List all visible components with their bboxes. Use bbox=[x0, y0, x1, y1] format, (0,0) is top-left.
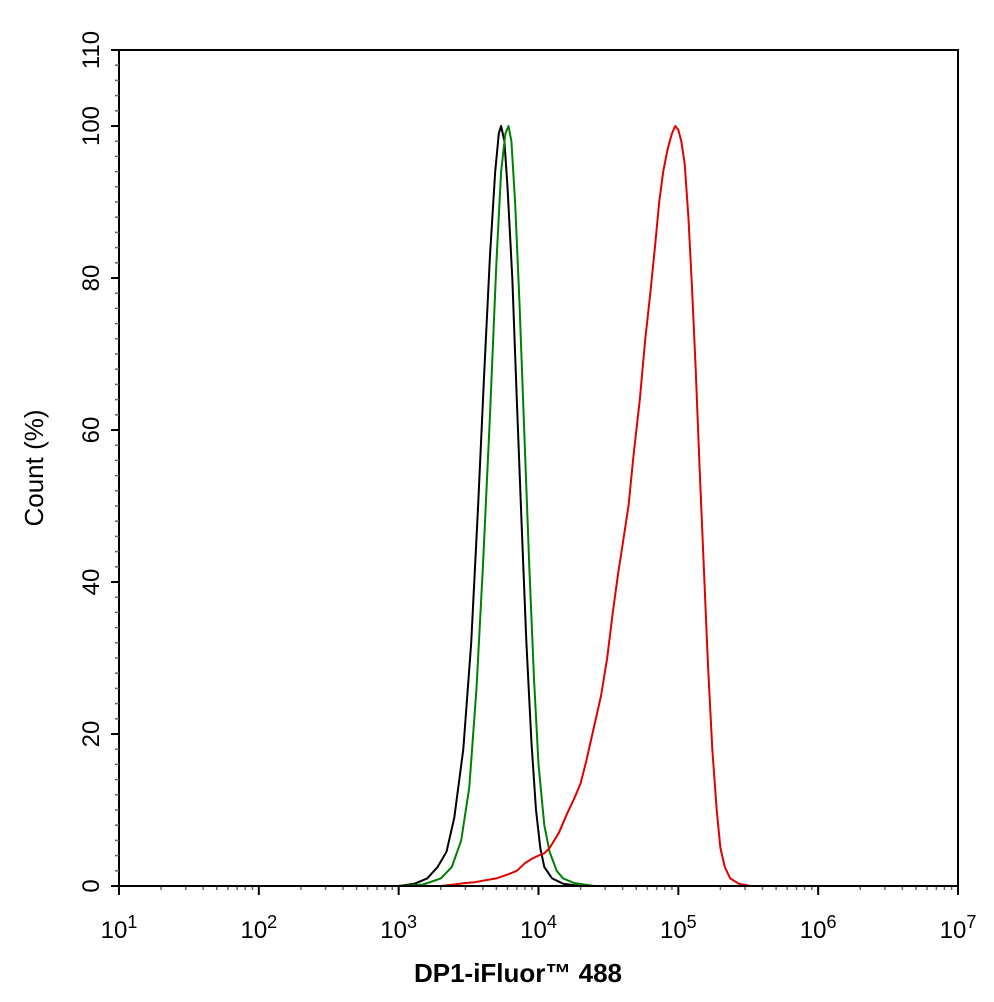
y-tick-label: 110 bbox=[78, 31, 105, 69]
y-tick-label: 100 bbox=[78, 106, 105, 146]
x-tick-label-exponent: 5 bbox=[687, 912, 697, 932]
x-tick-label: 106 bbox=[800, 912, 837, 944]
x-major-ticks: 101 102 103 104 105 106 107 bbox=[101, 886, 977, 944]
y-axis-title: Count (%) bbox=[19, 409, 49, 526]
x-tick-label: 102 bbox=[240, 912, 277, 944]
x-tick-label-base: 10 bbox=[380, 917, 407, 944]
x-tick-label: 103 bbox=[380, 912, 417, 944]
x-tick-label-exponent: 2 bbox=[267, 912, 277, 932]
x-tick-label-exponent: 7 bbox=[966, 912, 976, 932]
y-tick-label: 40 bbox=[78, 569, 105, 596]
y-minor-ticks bbox=[115, 49, 119, 887]
series-line-2 bbox=[397, 125, 596, 887]
y-tick-label: 60 bbox=[78, 417, 105, 444]
series-line-3 bbox=[439, 125, 752, 887]
x-tick-label-base: 10 bbox=[101, 917, 128, 944]
x-tick-label: 105 bbox=[660, 912, 697, 944]
x-tick-label: 107 bbox=[940, 912, 977, 944]
x-tick-label-exponent: 3 bbox=[407, 912, 417, 932]
x-tick-label-base: 10 bbox=[520, 917, 547, 944]
x-tick-label-exponent: 4 bbox=[547, 912, 557, 932]
series-line-1 bbox=[397, 125, 582, 887]
y-major-ticks: 0 20 40 60 80 100 110 bbox=[78, 31, 119, 893]
x-axis-title: DP1-iFluor™ 488 bbox=[414, 958, 622, 988]
x-tick-label: 104 bbox=[520, 912, 557, 944]
series-layer bbox=[119, 125, 958, 887]
x-tick-label-exponent: 6 bbox=[827, 912, 837, 932]
x-tick-label-base: 10 bbox=[660, 917, 687, 944]
x-tick-label-base: 10 bbox=[240, 917, 267, 944]
y-tick-label: 20 bbox=[78, 721, 105, 748]
y-tick-label: 80 bbox=[78, 265, 105, 292]
x-tick-label-exponent: 1 bbox=[127, 912, 137, 932]
x-tick-label: 101 bbox=[101, 912, 138, 944]
x-tick-label-base: 10 bbox=[800, 917, 827, 944]
x-tick-label-base: 10 bbox=[940, 917, 967, 944]
y-tick-label: 0 bbox=[78, 879, 105, 892]
